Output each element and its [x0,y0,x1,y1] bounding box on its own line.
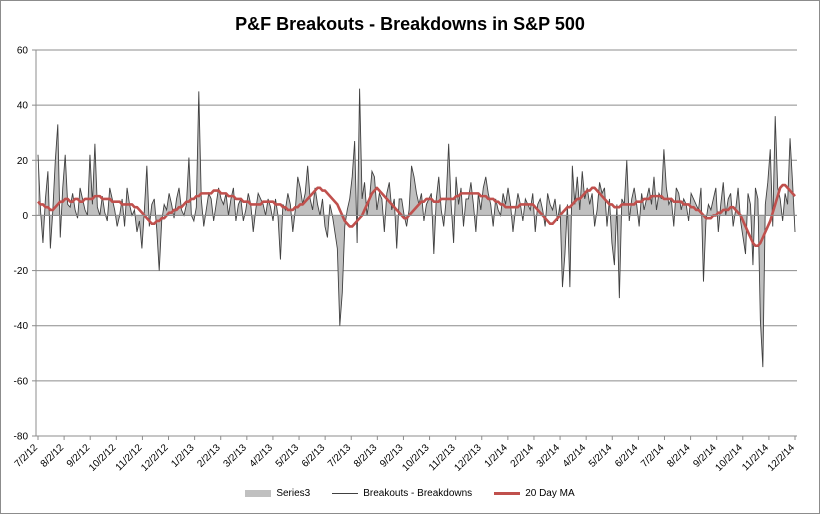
x-tick-label: 4/2/14 [561,442,589,470]
y-tick-label: -80 [14,432,29,443]
x-tick-label: 2/2/14 [509,442,537,470]
x-tick-label: 8/2/12 [39,442,67,470]
x-tick-label: 11/2/13 [427,442,458,473]
legend-item-breakouts: Breakouts - Breakdowns [332,488,472,499]
x-tick-label: 2/2/13 [195,442,223,470]
x-tick-label: 11/2/14 [740,442,771,473]
x-tick-label: 3/2/14 [535,442,563,470]
legend-swatch-series3 [245,490,272,497]
x-tick-label: 5/2/14 [587,442,615,470]
x-tick-label: 1/2/14 [483,442,511,470]
legend: Series3 Breakouts - Breakdowns 20 Day MA [0,488,820,499]
y-tick-label: -40 [14,321,29,332]
y-tick-label: -60 [14,376,29,387]
x-tick-label: 12/2/14 [766,442,798,474]
y-tick-label: 20 [17,156,29,167]
legend-item-ma: 20 Day MA [494,488,575,499]
x-tick-label: 3/2/13 [222,442,250,470]
gridlines [36,49,797,437]
x-tick-label: 6/2/13 [300,442,328,470]
series-line-20-day-ma [37,183,796,248]
x-tick-label: 12/2/13 [453,442,485,474]
legend-label-series3: Series3 [276,488,311,499]
series-line-breakouts-breakdowns [37,88,796,368]
y-tick-label: 0 [22,211,28,222]
legend-swatch-breakouts [332,493,359,494]
y-tick-label: 60 [17,46,29,57]
x-tick-label: 12/2/12 [139,442,171,474]
y-tick-label: -20 [14,266,29,277]
x-tick-label: 8/2/13 [352,442,380,470]
x-tick-label: 7/2/14 [639,442,667,470]
x-tick-label: 7/2/13 [326,442,354,470]
x-tick-label: 1/2/13 [169,442,197,470]
x-tick-label: 8/2/14 [665,442,693,470]
y-tick-label: 40 [17,101,29,112]
x-tick-label: 10/2/12 [87,442,119,474]
legend-swatch-ma [494,492,521,495]
legend-item-series3: Series3 [245,488,310,499]
x-tick-label: 7/2/12 [13,442,41,470]
y-axis-ticks: 60 40 20 0 -20 -40 -60 -80 [14,46,36,443]
x-tick-label: 11/2/12 [114,442,145,473]
chart-title: P&F Breakouts - Breakdowns in S&P 500 [235,14,585,34]
x-tick-label: 10/2/14 [714,442,746,474]
series-layer [37,88,796,368]
x-tick-label: 10/2/13 [400,442,432,474]
x-axis-ticks: 7/2/128/2/129/2/1210/2/1211/2/1212/2/121… [13,436,798,474]
x-tick-label: 6/2/14 [613,442,641,470]
x-tick-label: 4/2/13 [248,442,276,470]
legend-label-ma: 20 Day MA [525,488,575,499]
legend-label-breakouts: Breakouts - Breakdowns [363,488,473,499]
x-tick-label: 5/2/13 [274,442,302,470]
